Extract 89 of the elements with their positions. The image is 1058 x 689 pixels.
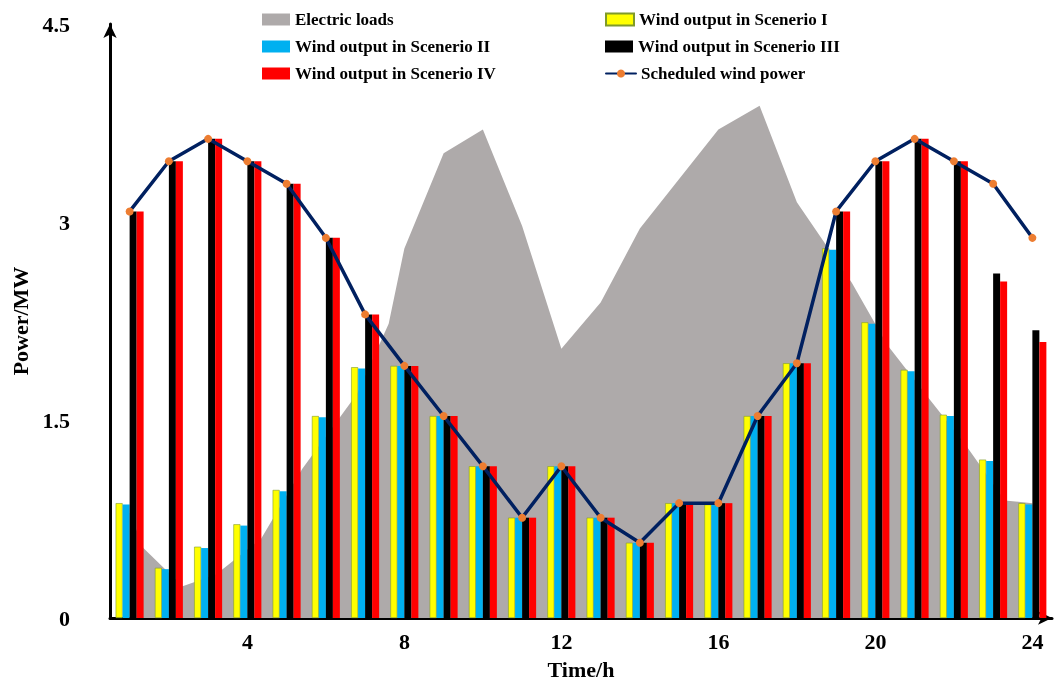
bar	[175, 161, 183, 618]
bar	[240, 525, 248, 618]
bar	[311, 416, 319, 618]
bar	[194, 546, 202, 618]
bar	[436, 416, 444, 618]
legend-label: Wind output in Scenerio III	[638, 37, 841, 56]
y-tick-label: 4.5	[42, 11, 70, 37]
x-axis-title: Time/h	[547, 656, 615, 682]
legend-label: Wind output in Scenerio II	[295, 37, 491, 56]
bar	[711, 504, 719, 618]
bar	[554, 466, 562, 618]
y-tick-label: 1.5	[42, 407, 70, 433]
bar	[686, 503, 694, 618]
y-axis-title: Power/MW	[8, 266, 34, 376]
legend-label: Electric loads	[295, 10, 395, 29]
bar	[843, 211, 851, 618]
bar	[946, 416, 954, 618]
bar	[318, 417, 326, 618]
bar	[293, 183, 301, 618]
bar	[979, 459, 987, 618]
bar	[900, 369, 908, 618]
bar	[789, 363, 797, 618]
bar	[136, 211, 144, 618]
bar	[646, 542, 654, 618]
bar	[254, 161, 262, 618]
bar	[704, 504, 712, 618]
bar	[272, 489, 280, 618]
x-tick-label: 8	[398, 628, 410, 654]
bar	[529, 517, 537, 618]
bar	[201, 548, 209, 618]
bar	[358, 368, 366, 618]
bar	[468, 466, 476, 618]
bar	[782, 363, 790, 618]
bar	[861, 322, 869, 618]
x-tick-label: 20	[864, 628, 887, 654]
x-tick-label: 4	[241, 628, 253, 654]
bar	[215, 138, 223, 618]
bar	[586, 517, 594, 618]
bar	[750, 416, 758, 618]
y-tick-label: 0	[59, 605, 70, 631]
bar	[351, 367, 359, 618]
bar	[411, 365, 419, 618]
bar	[515, 517, 523, 618]
bar	[907, 371, 915, 618]
legend-label: Wind output in Scenerio IV	[295, 64, 497, 83]
bar	[593, 517, 601, 618]
bar	[882, 161, 890, 618]
bar	[475, 466, 483, 618]
bar	[632, 542, 640, 618]
bar	[372, 314, 380, 618]
bar	[665, 503, 673, 618]
bar	[568, 466, 576, 618]
x-tick-label: 12	[550, 628, 573, 654]
bar	[332, 237, 340, 618]
bar	[161, 569, 169, 618]
bar	[1018, 503, 1026, 618]
bar	[489, 466, 497, 618]
bar	[625, 542, 633, 618]
bar	[822, 248, 830, 618]
bar	[397, 365, 405, 618]
legend-label: Scheduled wind power	[641, 64, 806, 83]
bar	[1000, 281, 1008, 618]
bar	[672, 503, 680, 618]
bar	[1025, 504, 1033, 618]
bar	[743, 416, 751, 618]
bar	[233, 524, 241, 618]
bar	[429, 416, 437, 618]
bar	[986, 460, 994, 618]
x-tick-label: 24	[1021, 628, 1044, 654]
bar	[868, 323, 876, 618]
bar	[115, 503, 123, 618]
x-tick-label: 16	[707, 628, 730, 654]
bar	[450, 416, 458, 618]
bar	[725, 503, 733, 618]
bar	[547, 466, 555, 618]
bar	[829, 249, 837, 618]
bar	[607, 517, 615, 618]
legend-label: Wind output in Scenerio I	[639, 10, 828, 29]
bar	[154, 567, 162, 618]
bar	[279, 491, 287, 618]
y-tick-label: 3	[59, 209, 70, 235]
bar	[508, 517, 516, 618]
bar	[803, 363, 811, 618]
bar	[939, 414, 947, 618]
bar	[764, 416, 772, 618]
bar	[390, 365, 398, 618]
bar	[960, 161, 968, 618]
bar	[122, 504, 130, 618]
bar	[921, 138, 929, 618]
